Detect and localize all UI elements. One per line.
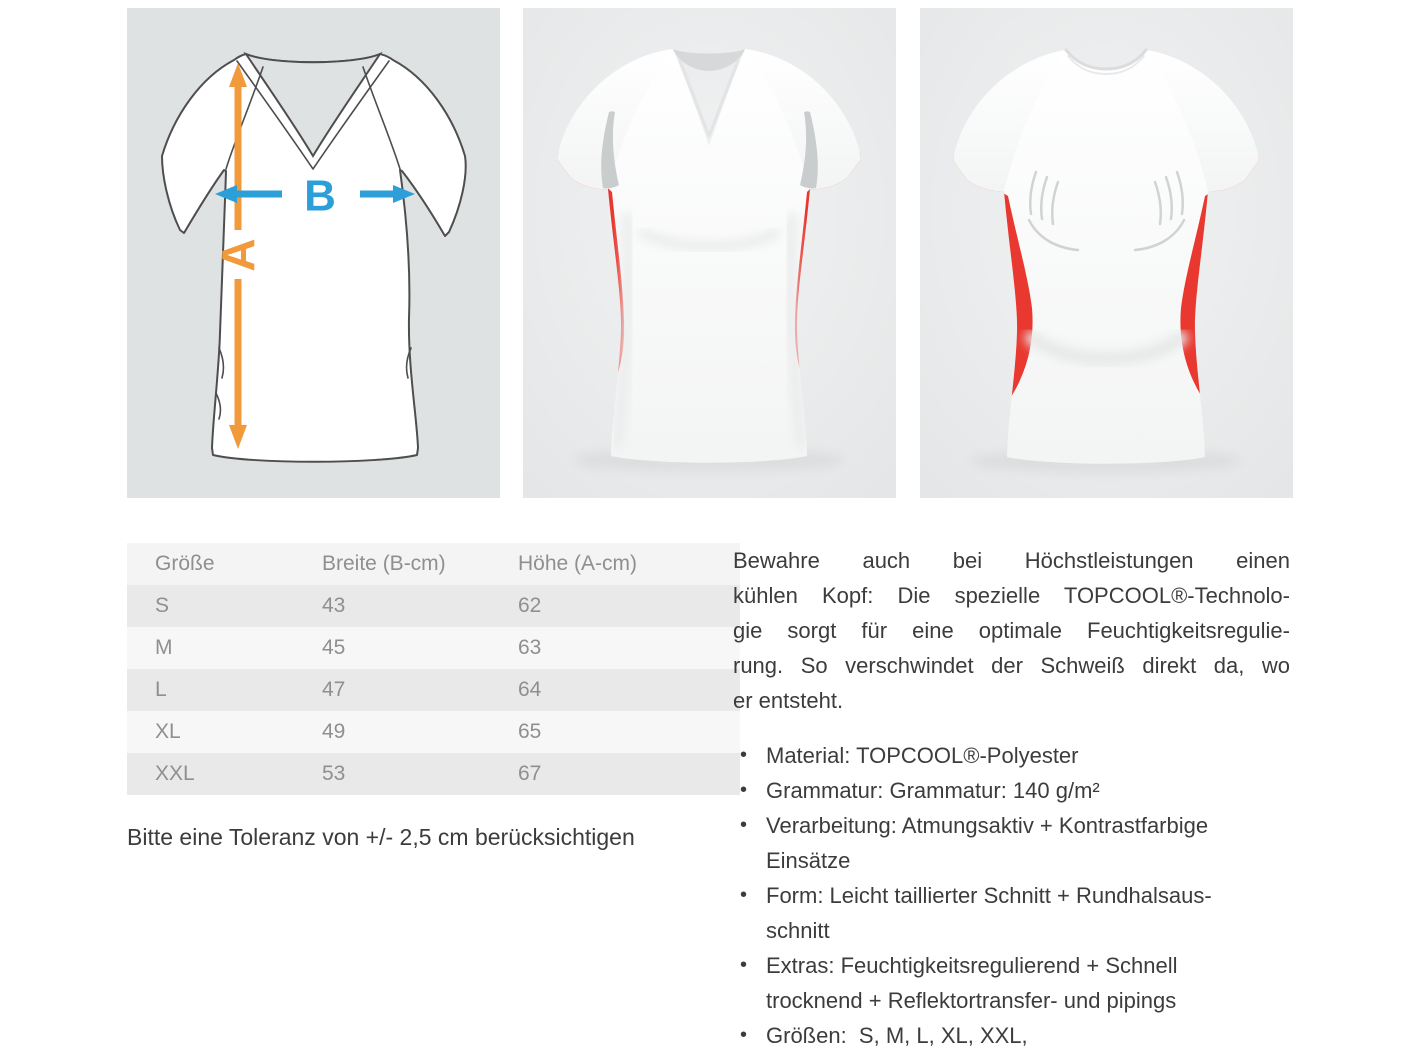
back-waist-shading [1025, 331, 1188, 366]
size-row-s: S 43 62 [127, 585, 740, 627]
bullet-icon: • [740, 884, 748, 906]
table-cell: XXL [155, 762, 195, 785]
bullet-icon: • [740, 954, 748, 976]
feature-list: • Material: TOPCOOL®-Polyester • Grammat… [733, 738, 1290, 1053]
front-shading-left [612, 212, 635, 449]
size-diagram-svg: A B [127, 8, 500, 498]
measure-label-a: A [212, 238, 264, 271]
bullet-text: Material: TOPCOOL®-Polyester [766, 743, 1079, 768]
column-header-groesse: Größe [155, 552, 215, 575]
size-table-header-row: Größe Breite (B-cm) Höhe (A-cm) [127, 543, 740, 585]
table-cell: 45 [322, 636, 346, 659]
bullet-text: Grammatur: Grammatur: 140 g/m² [766, 778, 1100, 803]
arrow-a-head-top [229, 63, 247, 87]
paragraph-line: er entsteht. [733, 688, 844, 713]
bullet-icon: • [740, 744, 748, 766]
arrow-b-head-left [215, 185, 237, 203]
front-shirt-body [557, 49, 861, 463]
table-cell: L [155, 678, 167, 701]
size-row-xl: XL 49 65 [127, 711, 740, 753]
product-front-svg [523, 8, 896, 498]
bullet-text: Einsätze [766, 848, 851, 873]
back-collar-band [1064, 48, 1148, 71]
product-back-image [920, 8, 1293, 498]
reflector-print-right [1133, 170, 1186, 252]
front-chest-shading [638, 228, 781, 251]
bullet-text: trocknend + Reflektortransfer- und pipin… [766, 988, 1177, 1013]
table-cell: 47 [322, 678, 346, 701]
size-row-m: M 45 63 [127, 627, 740, 669]
product-front-image [523, 8, 896, 498]
paragraph-line: gie sorgt für eine optimale Feuchtigkeit… [733, 618, 1290, 643]
front-sleeve-right [745, 49, 861, 190]
bullet-icon: • [740, 814, 748, 836]
bullet-text: Größen: S, M, L, XL, XXL, [766, 1023, 1028, 1048]
bullet-text: schnitt [766, 918, 830, 943]
table-cell: S [155, 594, 170, 617]
size-table: Größe Breite (B-cm) Höhe (A-cm) S 43 62 … [127, 543, 740, 795]
collar-band-seam [236, 60, 390, 170]
tolerance-note: Bitte eine Toleranz von +/- 2,5 cm berüc… [127, 824, 635, 850]
bullet-text: Verarbeitung: Atmungsaktiv + Kontrastfar… [766, 813, 1209, 838]
list-item-form: • Form: Leicht taillierter Schnitt + Run… [733, 878, 1290, 948]
back-sleeve-right [1146, 50, 1259, 192]
front-grey-insert-right [800, 111, 818, 189]
front-collar-stitching [678, 59, 740, 138]
list-item-material: • Material: TOPCOOL®-Polyester [733, 738, 1290, 773]
side-gather-lines [215, 347, 412, 420]
table-cell: 65 [518, 720, 542, 743]
front-shading-right [784, 212, 807, 449]
list-item-groessen: • Größen: S, M, L, XL, XXL, [733, 1018, 1290, 1053]
size-row-xxl: XXL 53 67 [127, 753, 740, 795]
table-cell: XL [155, 720, 181, 743]
arrow-b-head-right [393, 185, 415, 203]
bullet-icon: • [740, 779, 748, 801]
paragraph-line: kühlen Kopf: Die spezielle TOPCOOL®-Tech… [733, 583, 1290, 608]
column-header-hoehe: Höhe (A-cm) [518, 552, 638, 575]
column-header-breite: Breite (B-cm) [322, 552, 446, 575]
front-inner-collar [673, 49, 745, 71]
bullet-text: Form: Leicht taillierter Schnitt + Rundh… [766, 883, 1212, 908]
table-cell: M [155, 636, 173, 659]
product-back-svg [920, 8, 1293, 498]
paragraph-line: rung. So verschwindet der Schweiß direkt… [733, 653, 1290, 678]
table-cell: 53 [322, 762, 346, 785]
list-item-grammatur: • Grammatur: Grammatur: 140 g/m² [733, 773, 1290, 808]
description-paragraph: Bewahre auch bei Höchstleistungen einen … [733, 543, 1290, 718]
size-diagram-image: A B [127, 8, 500, 498]
reflector-print-left [1027, 170, 1080, 252]
table-cell: 67 [518, 762, 542, 785]
bullet-text: Extras: Feuchtigkeitsregulierend + Schne… [766, 953, 1178, 978]
paragraph-line: Bewahre auch bei Höchstleistungen einen [733, 548, 1290, 573]
front-grey-insert-left [601, 111, 619, 189]
size-row-l: L 47 64 [127, 669, 740, 711]
table-cell: 64 [518, 678, 542, 701]
table-cell: 43 [322, 594, 346, 617]
front-sleeve-left [557, 49, 673, 190]
arrow-a-head-bottom [229, 425, 247, 449]
raglan-seams [225, 66, 401, 170]
list-item-verarbeitung: • Verarbeitung: Atmungsaktiv + Kontrastf… [733, 808, 1290, 878]
back-sleeve-left [953, 50, 1066, 192]
measure-label-b: B [304, 172, 336, 221]
neck-opening [243, 51, 383, 158]
back-collar-stitching [1067, 55, 1145, 76]
table-cell: 49 [322, 720, 346, 743]
table-cell: 62 [518, 594, 542, 617]
product-description: Bewahre auch bei Höchstleistungen einen … [733, 543, 1290, 1053]
list-item-extras: • Extras: Feuchtigkeitsregulierend + Sch… [733, 948, 1290, 1018]
bullet-icon: • [740, 1024, 748, 1046]
table-cell: 63 [518, 636, 542, 659]
